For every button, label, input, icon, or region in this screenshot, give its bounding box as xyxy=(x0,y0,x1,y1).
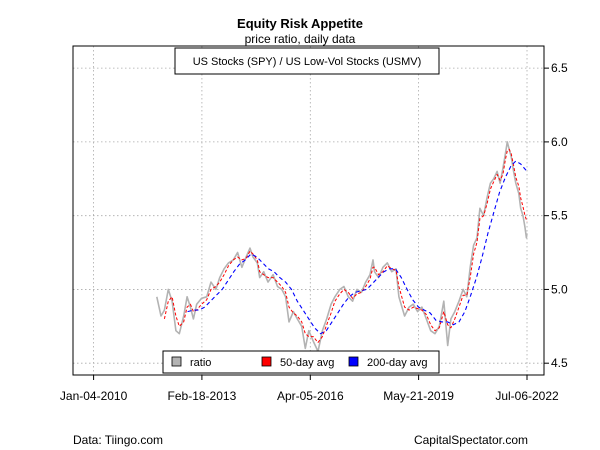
y-axis: 4.5 5.0 5.5 6.0 6.5 xyxy=(544,61,568,370)
x-tick-label: Apr-05-2016 xyxy=(277,389,344,403)
x-tick-label: Jul-06-2022 xyxy=(495,389,559,403)
series-label-box: US Stocks (SPY) / US Low-Vol Stocks (USM… xyxy=(174,47,440,75)
y-tick-label: 4.5 xyxy=(551,356,568,370)
series-layer xyxy=(156,141,528,353)
y-tick-label: 6.5 xyxy=(551,61,568,75)
series-label: US Stocks (SPY) / US Low-Vol Stocks (USM… xyxy=(193,56,422,68)
y-tick-label: 5.0 xyxy=(551,282,568,296)
series-line-200-day-avg xyxy=(187,160,528,335)
grid xyxy=(73,46,544,375)
footer-site: CapitalSpectator.com xyxy=(414,433,528,447)
y-tick-label: 5.5 xyxy=(551,209,568,223)
legend-label-200day: 200-day avg xyxy=(367,357,428,369)
legend-swatch-50day xyxy=(261,356,272,367)
legend-swatch-200day xyxy=(348,356,359,367)
legend-swatch-ratio xyxy=(171,356,182,367)
x-tick-label: Jan-04-2010 xyxy=(60,389,128,403)
legend: ratio 50-day avg 200-day avg xyxy=(162,350,440,374)
legend-label-50day: 50-day avg xyxy=(280,357,334,369)
plot-frame xyxy=(72,45,545,376)
footer-source: Data: Tiingo.com xyxy=(73,433,163,447)
y-tick-label: 6.0 xyxy=(551,135,568,149)
x-tick-label: May-21-2019 xyxy=(383,389,454,403)
x-axis: Jan-04-2010 Feb-18-2013 Apr-05-2016 May-21-… xyxy=(60,375,559,403)
legend-label-ratio: ratio xyxy=(190,357,211,369)
chart-title: Equity Risk Appetite xyxy=(237,16,363,31)
chart-subtitle: price ratio, daily data xyxy=(245,32,356,46)
x-tick-label: Feb-18-2013 xyxy=(168,389,237,403)
series-line-50-day-avg xyxy=(163,148,528,343)
series-line-ratio xyxy=(156,141,528,353)
